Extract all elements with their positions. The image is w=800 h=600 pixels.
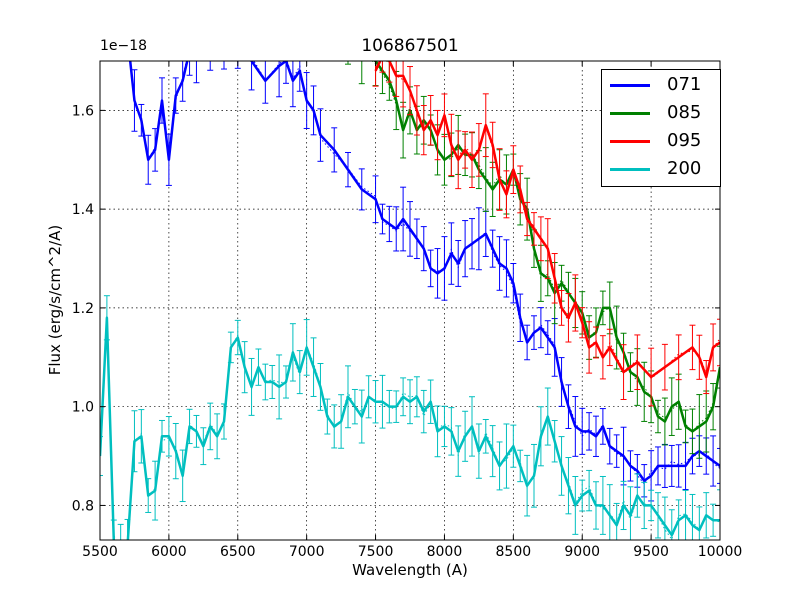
legend-swatch-071 xyxy=(610,84,650,87)
series-095-line xyxy=(374,61,720,379)
x-tick-label: 10000 xyxy=(698,544,743,560)
y-axis-label: Flux (erg/s/cm^2/A) xyxy=(46,224,64,376)
legend-item-200: 200 xyxy=(610,157,718,181)
legend-swatch-085 xyxy=(610,112,650,115)
x-tick-label: 6500 xyxy=(220,544,256,560)
legend: 071 085 095 200 xyxy=(601,69,721,187)
x-tick-label: 6000 xyxy=(151,544,187,560)
y-tick-label: 1.2 xyxy=(72,301,94,317)
legend-item-095: 095 xyxy=(610,129,718,153)
x-tick-label: 9500 xyxy=(633,544,669,560)
plot-frame xyxy=(99,60,721,541)
x-tick-label: 8000 xyxy=(427,544,463,560)
y-tick-label: 1.6 xyxy=(72,103,94,119)
legend-label-200: 200 xyxy=(667,158,702,179)
x-tick-label: 7000 xyxy=(289,544,325,560)
y-tick-label: 1.4 xyxy=(72,202,94,218)
chart-title: 106867501 xyxy=(361,36,459,56)
series-071-line xyxy=(128,61,720,482)
x-tick-label: 9000 xyxy=(564,544,600,560)
legend-item-071: 071 xyxy=(610,73,718,97)
legend-swatch-200 xyxy=(610,168,650,171)
y-offset-label: 1e−18 xyxy=(100,38,148,54)
series-200-model-line xyxy=(100,315,720,540)
x-tick-label: 5500 xyxy=(82,544,118,560)
legend-label-071: 071 xyxy=(667,74,702,95)
y-tick-label: 0.8 xyxy=(72,498,94,514)
legend-label-085: 085 xyxy=(667,102,702,123)
x-tick-label: 7500 xyxy=(358,544,394,560)
y-tick-label: 1.0 xyxy=(72,400,94,416)
x-axis-label: Wavelength (A) xyxy=(352,561,468,579)
legend-label-095: 095 xyxy=(667,130,702,151)
series-071 xyxy=(128,61,720,502)
legend-item-085: 085 xyxy=(610,101,718,125)
x-tick-label: 8500 xyxy=(496,544,532,560)
series-095 xyxy=(372,61,720,407)
plot-series xyxy=(100,61,720,540)
legend-swatch-095 xyxy=(610,140,650,143)
series-200 xyxy=(100,295,720,540)
ticks: 5500 6000 6500 7000 7500 8000 8500 9000 9500 1000… xyxy=(72,61,743,560)
series-200-line xyxy=(100,316,720,540)
